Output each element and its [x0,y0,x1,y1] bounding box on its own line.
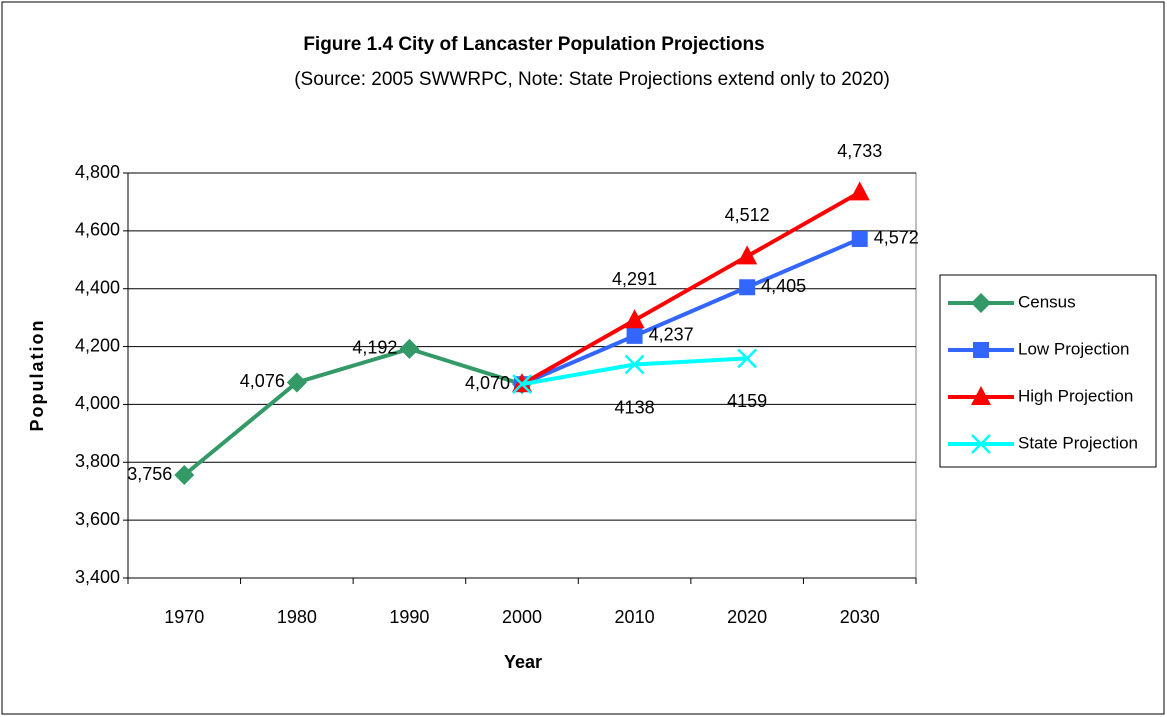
y-tick-label: 4,000 [75,393,120,413]
y-tick-label: 3,800 [75,451,120,471]
data-point [851,230,868,247]
y-axis-label: Population [27,319,47,432]
legend-label: Low Projection [1018,339,1130,358]
data-point [624,309,645,329]
legend-label: State Projection [1018,433,1138,452]
data-label: 4138 [615,397,655,417]
data-label: 3,756 [127,464,172,484]
y-tick-label: 3,600 [75,509,120,529]
legend-marker [971,293,991,313]
chart-title: Figure 1.4 City of Lancaster Population … [303,34,764,55]
x-tick-label: 2000 [502,607,542,627]
series-line [183,346,523,477]
data-label: 4,237 [649,325,694,345]
data-label: 4,192 [352,338,397,358]
x-axis-label: Year [504,652,542,672]
x-tick-label: 1980 [277,607,317,627]
data-point [737,348,758,369]
legend-marker [973,342,989,358]
data-label: 4,733 [837,141,882,161]
series-line [521,190,861,386]
y-tick-label: 4,200 [75,335,120,355]
chart-subtitle: (Source: 2005 SWWRPC, Note: State Projec… [294,69,890,90]
data-point [512,374,532,395]
x-tick-label: 2010 [615,607,655,627]
legend-marker [971,386,991,405]
x-tick-label: 1990 [389,607,429,627]
data-point [737,245,758,265]
y-tick-label: 4,800 [75,162,120,182]
data-point [624,354,645,375]
legend-marker [971,434,991,454]
legend-label: Census [1018,292,1076,311]
data-point [286,372,307,393]
data-label: 4159 [727,391,767,411]
data-point [174,465,195,486]
y-tick-label: 3,400 [75,567,120,587]
series-line [521,237,861,387]
legend-label: High Projection [1018,386,1133,405]
x-tick-label: 2030 [840,607,880,627]
x-tick-label: 1970 [164,607,204,627]
y-tick-label: 4,400 [75,277,120,297]
data-point [739,279,756,296]
data-label: 4,512 [725,205,770,225]
data-label: 4,405 [761,276,806,296]
data-label: 4,572 [874,228,919,248]
data-label: 4,076 [240,371,285,391]
data-point [626,327,643,344]
data-point [849,181,870,201]
data-label: 4,291 [612,269,657,289]
x-tick-label: 2020 [727,607,767,627]
y-tick-label: 4,600 [75,220,120,240]
data-point [399,338,420,359]
data-label: 4,070 [465,373,510,393]
